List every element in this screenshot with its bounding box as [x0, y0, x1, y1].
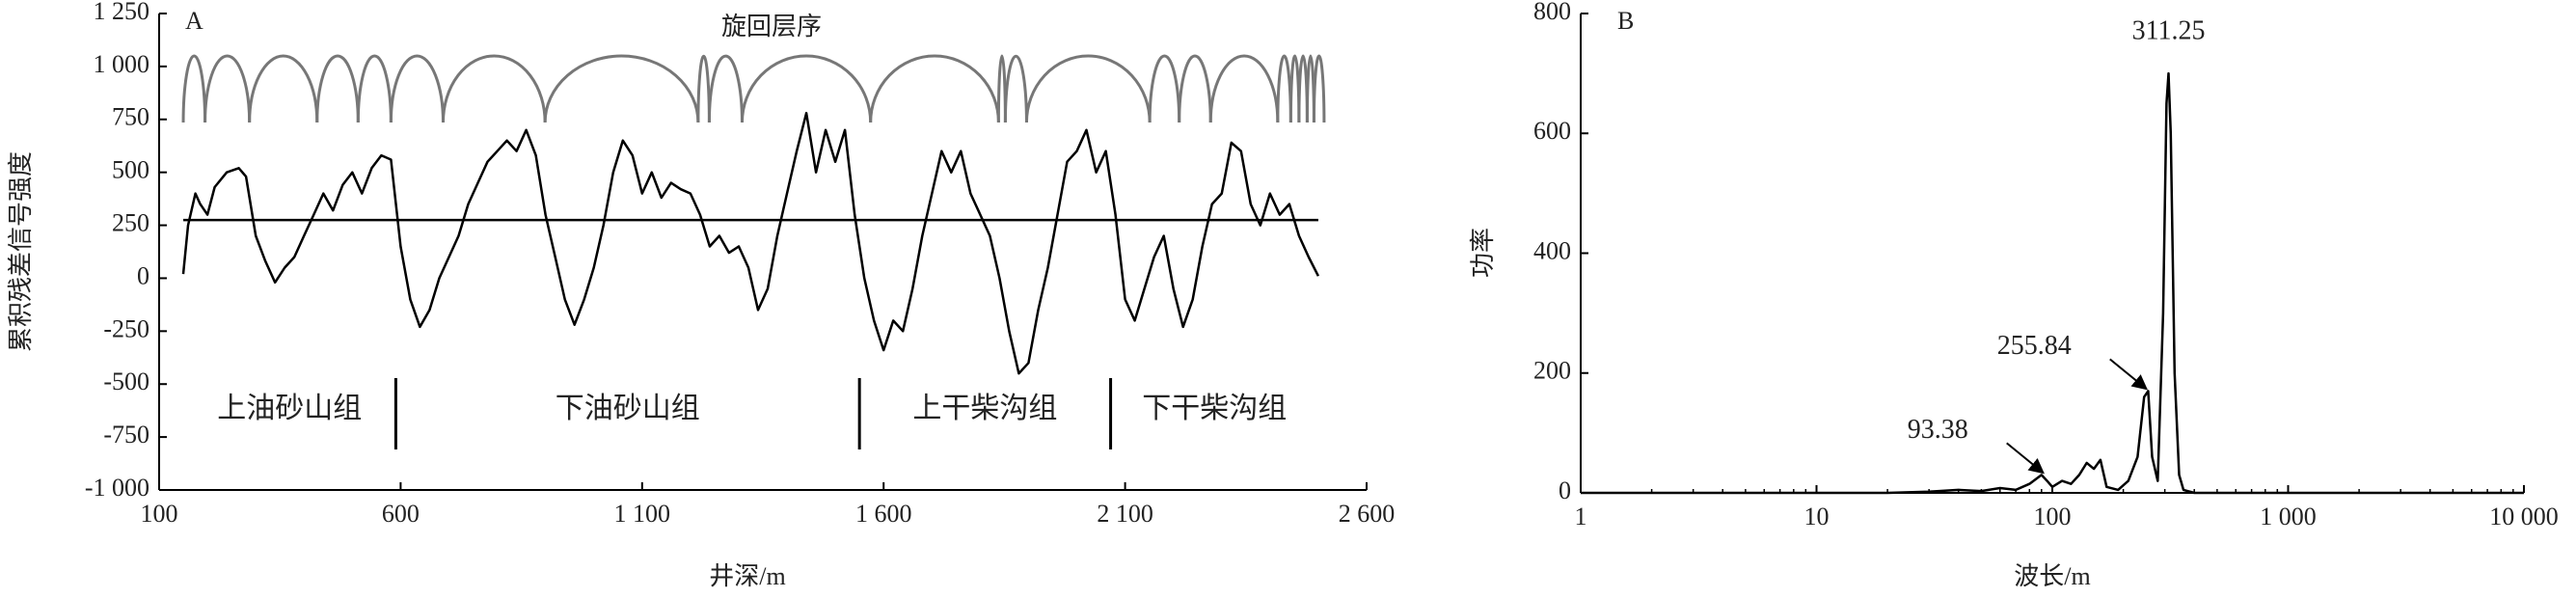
cycle-arc	[315, 54, 360, 123]
cycle-arc	[1148, 54, 1181, 123]
arc-title: 旋回层序	[721, 13, 822, 41]
y-tick-label: -500	[103, 367, 149, 395]
panel-letter: A	[185, 7, 203, 35]
cycle-arc	[356, 54, 393, 123]
y-tick-label: -1 000	[85, 474, 149, 502]
cycle-arc	[1208, 54, 1280, 123]
cycle-arc	[1178, 55, 1212, 123]
cycle-arc	[696, 55, 711, 123]
data-line	[181, 111, 1320, 375]
x-axis-label: 井深/m	[709, 562, 785, 590]
y-tick-label: 500	[112, 156, 149, 184]
x-axis-label: 波长/m	[2014, 562, 2090, 590]
x-tick-label: 10 000	[2489, 503, 2559, 530]
cycle-arc	[543, 54, 700, 123]
annotation-label: 93.38	[1908, 415, 1968, 445]
x-tick-label: 1 600	[855, 500, 912, 528]
x-tick-label: 2 100	[1097, 500, 1153, 528]
cycle-arc	[1288, 54, 1301, 123]
formation-label: 下干柴沟组	[1142, 393, 1287, 424]
y-tick-label: 200	[1533, 357, 1571, 385]
y-tick-label: 1 000	[94, 50, 150, 78]
x-tick-label: 1 100	[614, 500, 671, 528]
formation-label: 上干柴沟组	[912, 393, 1057, 424]
cycle-arc	[869, 54, 1000, 123]
cycle-arc	[248, 54, 319, 123]
formation-label: 下油砂山组	[556, 393, 700, 424]
y-tick-label: 750	[112, 103, 149, 131]
annotation-label: 255.84	[1997, 331, 2072, 361]
y-axis-label: 累积残差信号强度	[7, 151, 35, 352]
x-tick-label: 2 600	[1339, 500, 1396, 528]
x-tick-label: 10	[1804, 503, 1830, 530]
y-tick-label: -750	[103, 421, 149, 448]
cycle-arc	[441, 54, 547, 123]
panel-letter: B	[1617, 7, 1634, 35]
annotation-label: 311.25	[2132, 16, 2206, 46]
y-tick-label: 0	[137, 261, 149, 289]
x-tick-label: 600	[382, 500, 420, 528]
annotation-arrow	[2006, 442, 2045, 475]
y-tick-label: -250	[103, 314, 149, 342]
y-tick-label: 1 250	[94, 0, 150, 25]
y-tick-label: 250	[112, 209, 149, 237]
cycle-arc	[707, 54, 744, 123]
cycle-arc	[1024, 55, 1152, 123]
formation-label: 上油砂山组	[217, 393, 362, 424]
data-line	[1581, 71, 2524, 495]
cycle-arc	[203, 54, 252, 123]
annotation-arrow	[2109, 358, 2148, 391]
cycle-arc	[389, 54, 445, 123]
y-tick-label: 0	[1559, 476, 1571, 504]
y-tick-label: 400	[1533, 236, 1571, 264]
y-tick-label: 600	[1533, 117, 1571, 145]
cycle-arc	[1278, 56, 1291, 122]
x-tick-label: 1 000	[2260, 503, 2317, 530]
cycle-arc	[1003, 54, 1028, 123]
cycle-arc	[1312, 54, 1326, 123]
x-tick-label: 1	[1575, 503, 1587, 530]
cycle-arc	[740, 54, 873, 123]
cycle-arc	[181, 54, 207, 123]
x-tick-label: 100	[2034, 503, 2072, 530]
y-tick-label: 800	[1533, 0, 1571, 25]
y-axis-label: 功率	[1469, 228, 1497, 278]
x-tick-label: 100	[141, 500, 178, 528]
